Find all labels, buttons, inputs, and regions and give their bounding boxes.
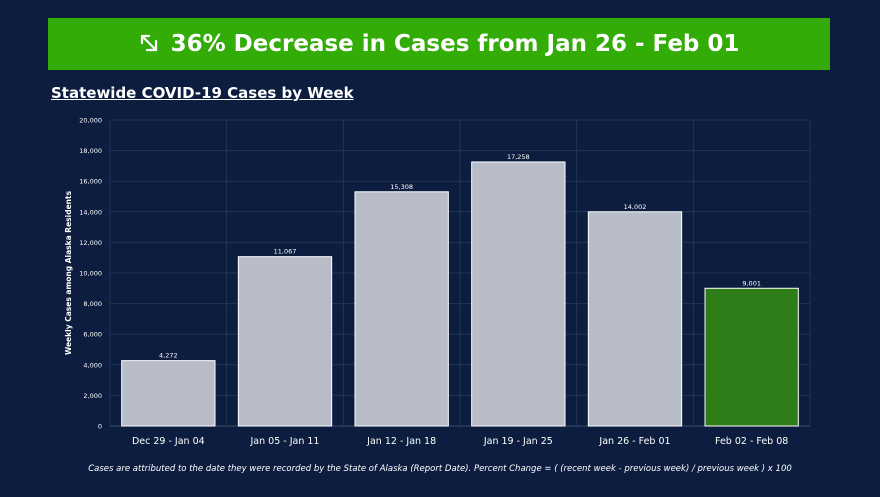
- x-tick-label: Jan 26 - Feb 01: [598, 436, 670, 447]
- bar: [587, 211, 683, 427]
- chart-title: Statewide COVID-19 Cases by Week: [51, 84, 354, 102]
- y-tick-label: 2,000: [83, 392, 102, 400]
- y-tick-label: 14,000: [79, 208, 102, 216]
- bar-value-label: 9,001: [742, 279, 761, 287]
- y-tick-label: 0: [98, 423, 102, 431]
- x-tick-label: Dec 29 - Jan 04: [132, 436, 205, 447]
- bar-value-label: 4,272: [159, 352, 178, 360]
- bar-value-label: 14,002: [624, 203, 647, 211]
- footnote: Cases are attributed to the date they we…: [88, 464, 792, 474]
- y-axis-label: Weekly Cases among Alaska Residents: [64, 190, 73, 355]
- headline-banner: 36% Decrease in Cases from Jan 26 - Feb …: [48, 18, 830, 70]
- bar-value-label: 11,067: [274, 248, 297, 256]
- y-tick-label: 16,000: [79, 178, 102, 186]
- bar: [237, 256, 333, 427]
- bar: [471, 161, 566, 427]
- x-tick-label: Jan 12 - Jan 18: [366, 436, 436, 447]
- bar: [704, 287, 799, 427]
- y-tick-label: 12,000: [79, 239, 102, 247]
- bar: [354, 191, 449, 427]
- x-tick-label: Feb 02 - Feb 08: [715, 436, 788, 447]
- y-tick-label: 6,000: [83, 331, 102, 339]
- bar-value-label: 15,308: [390, 183, 413, 191]
- headline-text: 36% Decrease in Cases from Jan 26 - Feb …: [170, 31, 740, 57]
- y-tick-label: 18,000: [79, 147, 102, 155]
- bar-value-label: 17,258: [507, 153, 530, 161]
- y-tick-label: 8,000: [83, 300, 102, 308]
- y-tick-label: 4,000: [83, 361, 102, 369]
- x-tick-label: Jan 05 - Jan 11: [250, 436, 320, 447]
- y-tick-label: 20,000: [79, 117, 102, 125]
- bar: [121, 360, 216, 427]
- y-tick-label: 10,000: [79, 270, 102, 278]
- x-tick-label: Jan 19 - Jan 25: [483, 436, 553, 447]
- arrow-down-right-icon: [139, 33, 161, 55]
